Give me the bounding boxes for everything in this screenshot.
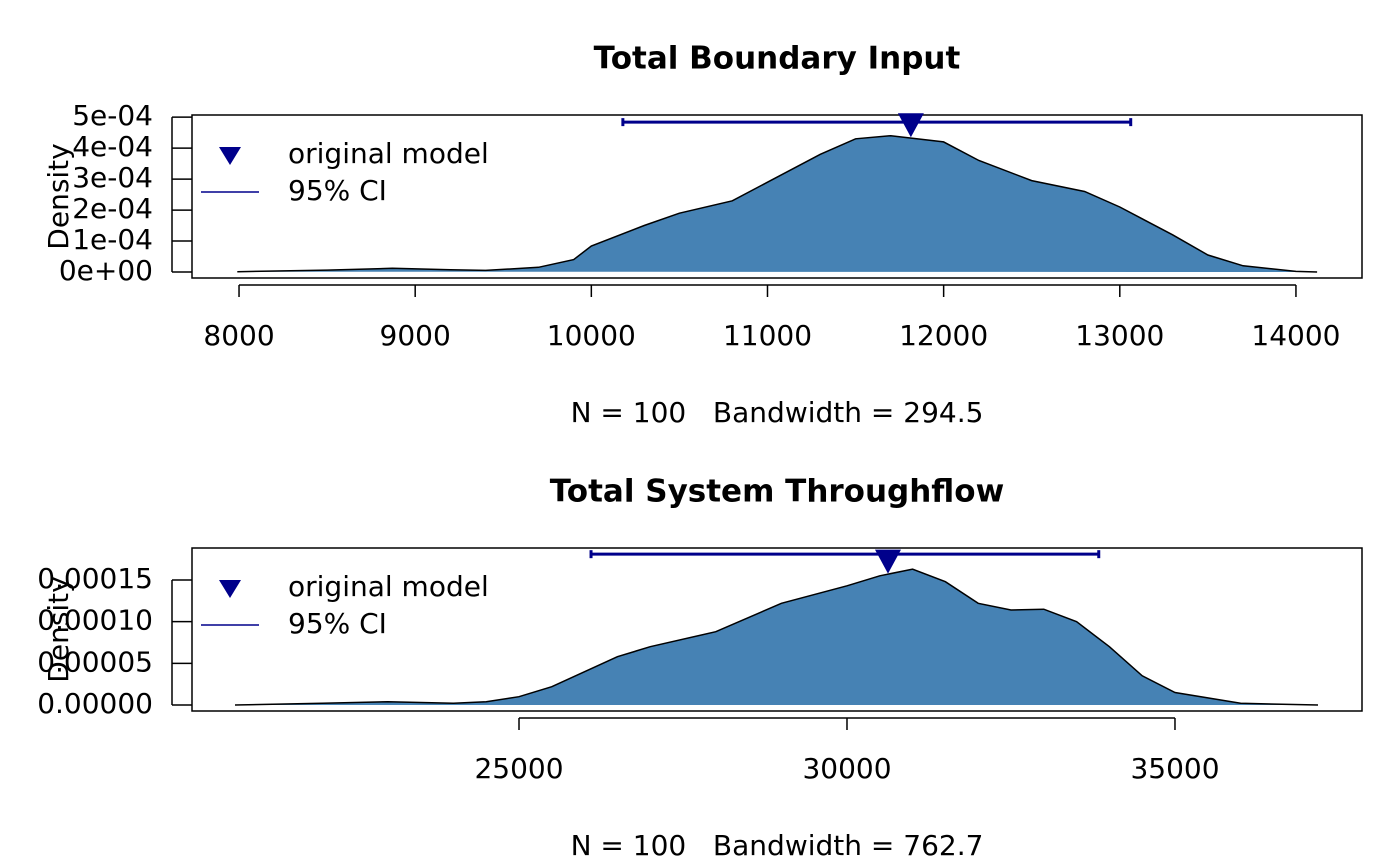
y-tick-label: 0.00010 (37, 604, 153, 637)
y-tick-label: 0e+00 (59, 254, 153, 287)
legend-label: 95% CI (288, 174, 387, 207)
original-model-marker (897, 113, 924, 138)
density-area (237, 134, 1318, 273)
x-tick-label: 14000 (1251, 319, 1340, 352)
x-tick-label: 13000 (1075, 319, 1164, 352)
y-axis-label: Density (42, 143, 75, 249)
plot-box (191, 114, 1363, 279)
y-axis-label: Density (42, 576, 75, 682)
chart-title: Total System Throughflow (550, 474, 1004, 510)
x-axis-label: N = 100 Bandwidth = 294.5 (571, 396, 984, 429)
legend-label: original model (288, 570, 489, 603)
x-tick-label: 9000 (380, 319, 451, 352)
x-tick-label: 11000 (723, 319, 812, 352)
y-tick-label: 2e-04 (72, 192, 153, 225)
x-tick-label: 10000 (547, 319, 636, 352)
y-tick-label: 0.00000 (37, 687, 153, 720)
legend-label: original model (288, 137, 489, 170)
chart-title: Total Boundary Input (594, 41, 961, 77)
x-tick-label: 35000 (1130, 752, 1219, 785)
legend-marker (219, 147, 241, 165)
legend-marker (219, 580, 241, 598)
y-tick-label: 3e-04 (72, 161, 153, 194)
original-model-marker (874, 549, 901, 574)
y-tick-label: 1e-04 (72, 223, 153, 256)
y-tick-label: 4e-04 (72, 130, 153, 163)
legend-label: 95% CI (288, 607, 387, 640)
y-tick-label: 5e-04 (72, 99, 153, 132)
x-tick-label: 12000 (899, 319, 988, 352)
x-tick-label: 30000 (802, 752, 891, 785)
x-tick-label: 25000 (474, 752, 563, 785)
density-area (234, 568, 1319, 706)
plot-box (191, 547, 1363, 712)
x-tick-label: 8000 (203, 319, 274, 352)
x-axis-label: N = 100 Bandwidth = 762.7 (571, 829, 984, 862)
y-tick-label: 0.00005 (37, 645, 153, 678)
y-tick-label: 0.00015 (37, 562, 153, 595)
